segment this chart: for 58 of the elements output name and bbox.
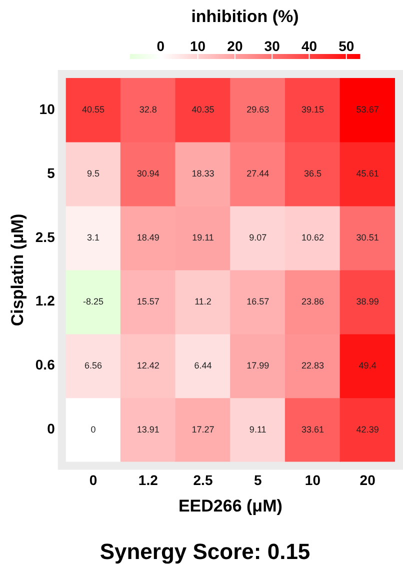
- y-axis-title: Cisplatin (μM): [8, 214, 27, 326]
- x-tick-label: 5: [254, 472, 262, 488]
- data-label: 3.1: [87, 232, 100, 242]
- data-label: 33.61: [301, 424, 324, 434]
- data-label: 39.15: [301, 104, 324, 114]
- data-label: 9.07: [249, 232, 267, 242]
- x-tick-label: 0: [89, 472, 98, 488]
- data-label: 40.55: [82, 104, 105, 114]
- data-label: 40.35: [192, 104, 214, 114]
- color-bar-label: 10: [190, 38, 206, 54]
- data-label: 30.94: [136, 168, 160, 178]
- data-label: 22.83: [301, 360, 324, 370]
- y-tick-label: 0.6: [35, 356, 56, 373]
- data-label: 30.51: [356, 232, 379, 242]
- data-label: 17.27: [192, 424, 214, 434]
- x-tick-label: 1.2: [138, 472, 158, 488]
- data-label: 18.49: [136, 232, 160, 242]
- color-bar-label: 30: [264, 38, 280, 54]
- x-tick-label: 10: [304, 472, 321, 488]
- data-label: 38.99: [356, 296, 379, 306]
- y-tick-label: 2.5: [35, 228, 56, 245]
- y-tick-label: 0: [47, 420, 56, 437]
- data-label: 49.4: [358, 360, 376, 370]
- x-axis-title: EED266 (μM): [178, 496, 282, 516]
- data-label: 45.61: [356, 168, 379, 178]
- y-tick-label: 5: [47, 164, 56, 181]
- data-label: 12.42: [136, 360, 160, 370]
- data-label: -8.25: [83, 296, 104, 306]
- data-label: 0: [90, 424, 96, 434]
- data-label: 6.44: [194, 360, 212, 370]
- x-tick-label: 20: [360, 472, 376, 488]
- color-bar-label: 40: [301, 38, 318, 54]
- data-label: 19.11: [192, 232, 214, 242]
- color-bar-label: 0: [156, 38, 165, 54]
- data-label: 29.63: [246, 104, 270, 114]
- data-label: 15.57: [136, 296, 160, 306]
- data-label: 36.5: [304, 168, 322, 178]
- legend-title: inhibition (%): [191, 7, 299, 26]
- data-label: 9.5: [87, 168, 100, 178]
- y-tick-label: 10: [39, 100, 56, 117]
- data-label: 17.99: [246, 360, 270, 370]
- y-tick-label: 1.2: [35, 292, 56, 309]
- data-label: 10.62: [301, 232, 324, 242]
- data-label: 53.67: [356, 104, 379, 114]
- data-label: 18.33: [192, 168, 214, 178]
- text: Synergy Score: 0.15: [100, 539, 310, 564]
- data-label: 27.44: [246, 168, 270, 178]
- data-label: 13.91: [136, 424, 160, 434]
- data-label: 32.8: [139, 104, 157, 114]
- color-bar-label: 20: [227, 38, 243, 54]
- data-label: 42.39: [356, 424, 379, 434]
- color-bar-label: 50: [338, 38, 354, 54]
- data-label: 9.11: [249, 424, 266, 434]
- data-label: 16.57: [246, 296, 270, 306]
- data-label: 6.56: [84, 360, 102, 370]
- data-label: 11.2: [194, 296, 212, 306]
- x-tick-label: 2.5: [193, 472, 213, 488]
- data-label: 23.86: [301, 296, 324, 306]
